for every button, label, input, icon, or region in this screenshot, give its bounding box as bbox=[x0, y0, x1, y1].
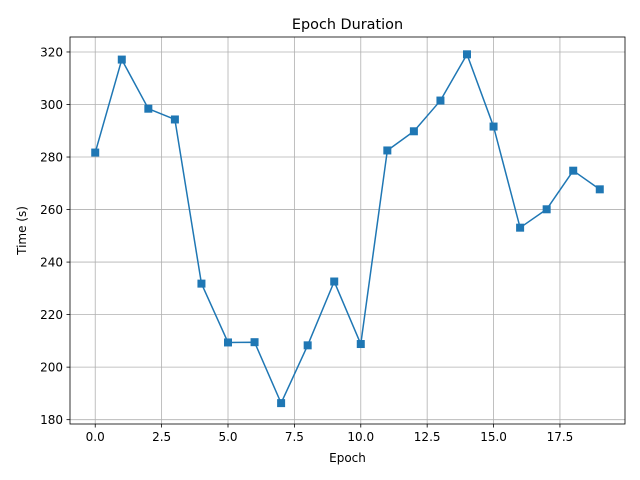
x-axis: 0.0 2.5 5.0 7.5 10.0 12.5 15.0 17.5 bbox=[86, 424, 574, 444]
y-tick-label: 240 bbox=[40, 255, 63, 269]
y-tick-label: 300 bbox=[40, 98, 63, 112]
x-tick-label: 15.0 bbox=[480, 430, 507, 444]
x-axis-label: Epoch bbox=[329, 451, 366, 465]
data-point bbox=[144, 104, 153, 113]
x-tick-label: 2.5 bbox=[152, 430, 171, 444]
x-tick-label: 12.5 bbox=[414, 430, 441, 444]
data-point bbox=[197, 279, 206, 288]
data-point bbox=[356, 340, 365, 349]
y-tick-label: 220 bbox=[40, 308, 63, 322]
series-line bbox=[94, 53, 601, 404]
y-axis-label: Time (s) bbox=[15, 206, 29, 256]
x-tick-label: 7.5 bbox=[285, 430, 304, 444]
data-point bbox=[409, 127, 418, 136]
data-point bbox=[383, 146, 392, 155]
plot-frame bbox=[69, 36, 626, 425]
x-tick-label: 5.0 bbox=[218, 430, 237, 444]
x-tick-label: 10.0 bbox=[347, 430, 374, 444]
data-point bbox=[91, 148, 100, 157]
series-layer bbox=[91, 50, 604, 408]
y-tick-label: 260 bbox=[40, 203, 63, 217]
data-point bbox=[250, 338, 259, 347]
y-tick-label: 180 bbox=[40, 413, 63, 427]
data-point bbox=[462, 50, 471, 59]
x-tick-label: 17.5 bbox=[547, 430, 574, 444]
data-point bbox=[569, 166, 578, 175]
data-point bbox=[489, 122, 498, 131]
x-tick-label: 0.0 bbox=[86, 430, 105, 444]
chart-title: Epoch Duration bbox=[292, 17, 403, 33]
data-point bbox=[170, 115, 179, 124]
data-point bbox=[117, 55, 126, 64]
data-point bbox=[277, 399, 286, 408]
data-point bbox=[516, 223, 525, 232]
data-point bbox=[303, 341, 312, 350]
y-axis: 180 200 220 240 260 280 300 320 bbox=[40, 45, 70, 427]
data-point bbox=[330, 277, 339, 286]
data-point bbox=[595, 185, 604, 194]
y-tick-label: 280 bbox=[40, 150, 63, 164]
data-point bbox=[224, 338, 233, 347]
data-point bbox=[542, 205, 551, 214]
grid bbox=[70, 37, 625, 424]
y-tick-label: 320 bbox=[40, 45, 63, 59]
y-tick-label: 200 bbox=[40, 360, 63, 374]
data-point bbox=[436, 96, 445, 105]
